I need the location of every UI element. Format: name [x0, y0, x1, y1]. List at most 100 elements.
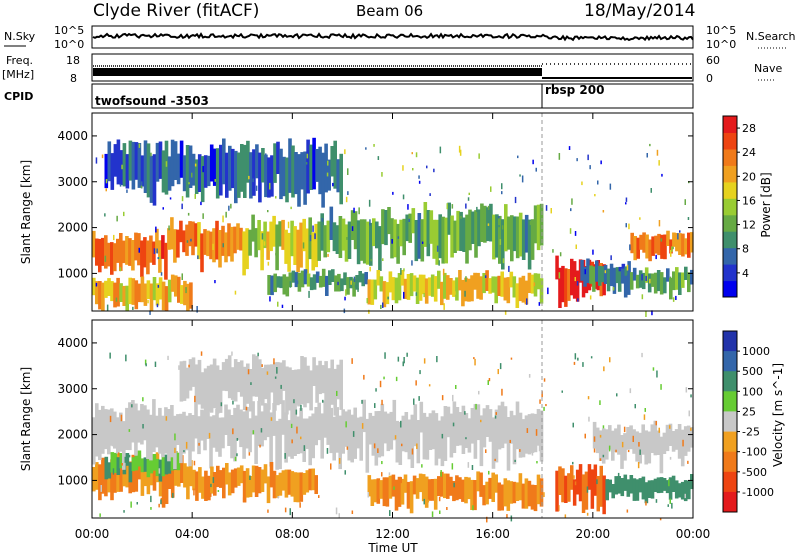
- power-cell: [197, 222, 201, 260]
- power-speckle: [186, 240, 189, 243]
- velocity-cell: [500, 484, 504, 511]
- velocity-cell: [515, 401, 520, 450]
- beam-label: Beam 06: [356, 2, 423, 20]
- velocity-cell: [671, 431, 676, 452]
- velocity-speckle: [280, 384, 282, 389]
- power-cell: [364, 272, 368, 285]
- velocity-cell: [134, 457, 139, 492]
- velocity-speckle: [682, 439, 684, 447]
- velocity-speckle: [543, 378, 546, 382]
- power-speckle: [252, 178, 254, 183]
- velocity-cell: [258, 359, 262, 402]
- velocity-speckle: [198, 442, 200, 446]
- power-speckle: [222, 215, 224, 223]
- velocity-cell: [239, 465, 244, 484]
- power-cell: [394, 277, 399, 304]
- power-cell: [237, 152, 241, 198]
- velocity-speckle: [641, 352, 643, 358]
- power-cell: [296, 229, 300, 273]
- velocity-cell: [149, 414, 153, 461]
- velocity-cell: [143, 405, 147, 441]
- velocity-cell: [605, 429, 609, 460]
- power-cell: [488, 278, 492, 294]
- velocity-speckle: [335, 507, 338, 515]
- power-cell: [423, 202, 428, 247]
- cpid-label: CPID: [4, 90, 33, 103]
- velocity-speckle: [452, 422, 455, 427]
- power-speckle: [262, 250, 264, 257]
- power-cell: [285, 157, 289, 203]
- nsky-panel: N.Sky 10^5 10^0 10^5 10^0 N.Search: [4, 24, 796, 51]
- power-speckle: [559, 252, 562, 257]
- velocity-x-axis: 00:00 04:00 08:00 12:00 16:00 20:00 00:00: [75, 320, 710, 541]
- power-band: [417, 202, 544, 270]
- velocity-cell: [614, 428, 618, 453]
- power-cell: [140, 155, 145, 187]
- velocity-speckle: [384, 352, 386, 359]
- power-speckle: [277, 301, 279, 307]
- velocity-speckle: [374, 403, 376, 408]
- power-cell: [206, 230, 210, 257]
- power-cell: [524, 280, 529, 305]
- power-cell: [467, 278, 471, 302]
- power-speckle: [498, 225, 500, 228]
- velocity-cell: [433, 478, 438, 510]
- velocity-cell: [593, 464, 598, 496]
- power-cell: [219, 144, 223, 196]
- power-colorbar-swatch: [723, 181, 737, 199]
- velocity-cell: [291, 370, 295, 421]
- power-cell: [452, 280, 456, 297]
- velocity-cell: [225, 463, 229, 485]
- power-cell: [447, 202, 451, 235]
- power-cell: [143, 283, 148, 306]
- power-cell: [269, 221, 273, 252]
- velocity-cell: [561, 468, 565, 503]
- velocity-cell: [278, 472, 283, 496]
- power-cell: [530, 274, 535, 294]
- velocity-cell: [418, 473, 423, 493]
- velocity-cell: [164, 463, 169, 504]
- velocity-cell: [632, 429, 636, 454]
- velocity-speckle: [572, 461, 574, 465]
- power-cell: [122, 285, 126, 306]
- velocity-cell: [194, 364, 199, 403]
- power-cell: [255, 144, 259, 179]
- power-speckle: [384, 226, 387, 233]
- power-speckle: [397, 236, 400, 239]
- velocity-cell: [98, 409, 102, 461]
- power-speckle: [271, 234, 273, 239]
- power-speckle: [600, 160, 602, 165]
- velocity-cell: [224, 404, 228, 435]
- velocity-speckle: [617, 472, 620, 477]
- freq-trace-left: [93, 68, 542, 76]
- velocity-speckle: [587, 396, 590, 400]
- velocity-speckle: [487, 380, 489, 385]
- x-tick-label: 00:00: [75, 527, 110, 541]
- power-cell: [433, 276, 438, 302]
- power-cell: [101, 282, 105, 311]
- velocity-cell: [497, 405, 502, 450]
- velocity-speckle: [439, 510, 441, 514]
- x-tick-label: 20:00: [576, 527, 611, 541]
- velocity-speckle: [616, 393, 618, 397]
- velocity-cell: [662, 478, 667, 491]
- power-cell: [131, 240, 135, 271]
- velocity-speckle: [361, 399, 363, 404]
- velocity-speckle: [655, 499, 658, 503]
- power-cell: [589, 265, 593, 284]
- velocity-speckle: [188, 364, 190, 368]
- power-speckle: [373, 144, 375, 147]
- cpid-segment-1-name: twofsound -3503: [95, 94, 209, 108]
- velocity-cell: [314, 407, 318, 446]
- power-cell: [273, 273, 277, 293]
- velocity-cell: [332, 416, 336, 461]
- velocity-speckle: [212, 477, 215, 483]
- velocity-cell: [176, 452, 181, 471]
- power-cell: [251, 214, 255, 242]
- power-speckle: [345, 196, 348, 203]
- power-cell: [125, 285, 129, 311]
- power-speckle: [487, 223, 490, 226]
- power-speckle: [119, 184, 122, 187]
- velocity-cell: [482, 408, 487, 448]
- power-cell: [146, 280, 151, 299]
